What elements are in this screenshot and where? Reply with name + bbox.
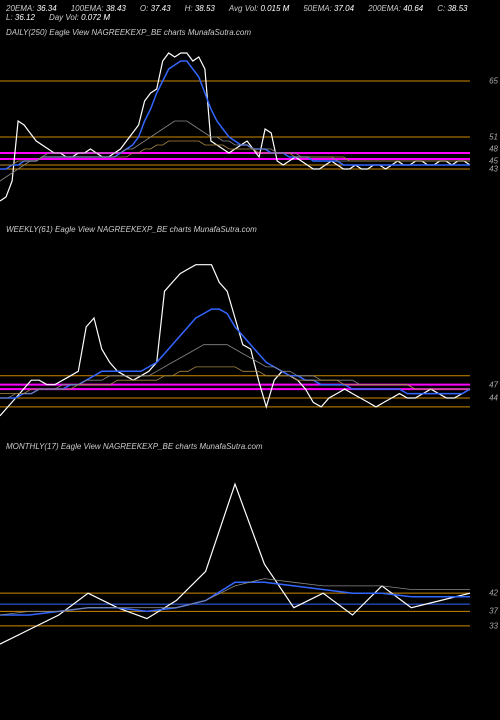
stat-pair: 200EMA: 40.64 [368,4,423,13]
panel-title: WEEKLY(61) Eagle View NAGREEKEXP_BE char… [0,221,500,238]
panel-title: MONTHLY(17) Eagle View NAGREEKEXP_BE cha… [0,438,500,455]
stat-pair: 100EMA: 38.43 [71,4,126,13]
axis-label: 43 [489,165,498,174]
stat-pair: O: 37.43 [140,4,171,13]
stat-pair: 50EMA: 37.04 [303,4,354,13]
chart-svg [0,455,500,655]
chart-area: 42 37 33 [0,455,500,655]
chart-panel: DAILY(250) Eagle View NAGREEKEXP_BE char… [0,24,500,221]
chart-svg [0,238,500,438]
series-line [0,53,470,201]
axis-label: 42 [489,589,498,598]
axis-label: 48 [489,145,498,154]
stat-pair: C: 38.53 [437,4,467,13]
chart-panel: MONTHLY(17) Eagle View NAGREEKEXP_BE cha… [0,438,500,655]
series-line [0,265,470,416]
stat-pair: H: 38.53 [185,4,215,13]
axis-label: 47 [489,380,498,389]
chart-area: 6551484543 [0,41,500,221]
panel-title: DAILY(250) Eagle View NAGREEKEXP_BE char… [0,24,500,41]
chart-svg [0,41,500,221]
axis-label: 44 [489,394,498,403]
series-line [0,121,470,181]
stat-pair: 20EMA: 36.34 [6,4,57,13]
chart-area: 47 44 [0,238,500,438]
axis-label: 37 [489,607,498,616]
stat-pair: Day Vol: 0.072 M [49,13,110,22]
axis-label: 51 [489,133,498,142]
axis-label: 33 [489,621,498,630]
series-line [0,579,470,615]
series-line [0,484,470,644]
stat-pair: Avg Vol: 0.015 M [229,4,289,13]
header-stats: 20EMA: 36.34 100EMA: 38.43 O: 37.43 H: 38.5… [0,0,500,24]
axis-label: 65 [489,77,498,86]
chart-panel: WEEKLY(61) Eagle View NAGREEKEXP_BE char… [0,221,500,438]
stat-pair: L: 36.12 [6,13,35,22]
